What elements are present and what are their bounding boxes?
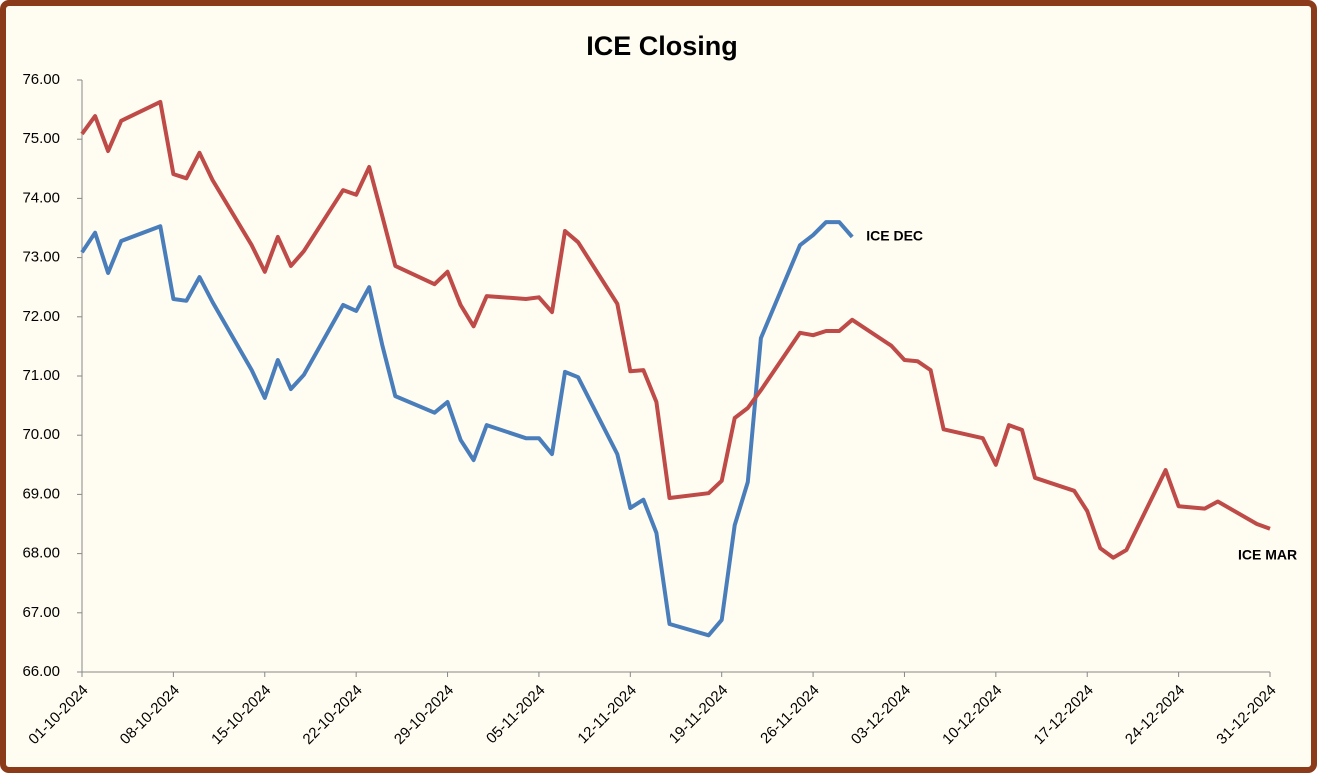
y-tick-label: 68.00 <box>22 545 60 562</box>
chart-title: ICE Closing <box>586 31 738 61</box>
series-line <box>80 220 854 638</box>
y-tick-label: 69.00 <box>22 485 60 502</box>
series-label: ICE DEC <box>866 228 923 244</box>
series-line <box>80 99 1271 560</box>
y-tick-label: 74.00 <box>22 189 60 206</box>
series-label: ICE MAR <box>1238 546 1297 562</box>
y-tick-label: 71.00 <box>22 367 60 384</box>
y-tick-label: 66.00 <box>22 663 60 680</box>
y-tick-label: 70.00 <box>22 426 60 443</box>
y-tick-label: 67.00 <box>22 604 60 621</box>
y-tick-label: 72.00 <box>22 308 60 325</box>
y-tick-label: 76.00 <box>22 71 60 88</box>
y-tick-label: 73.00 <box>22 249 60 266</box>
y-tick-label: 75.00 <box>22 130 60 147</box>
